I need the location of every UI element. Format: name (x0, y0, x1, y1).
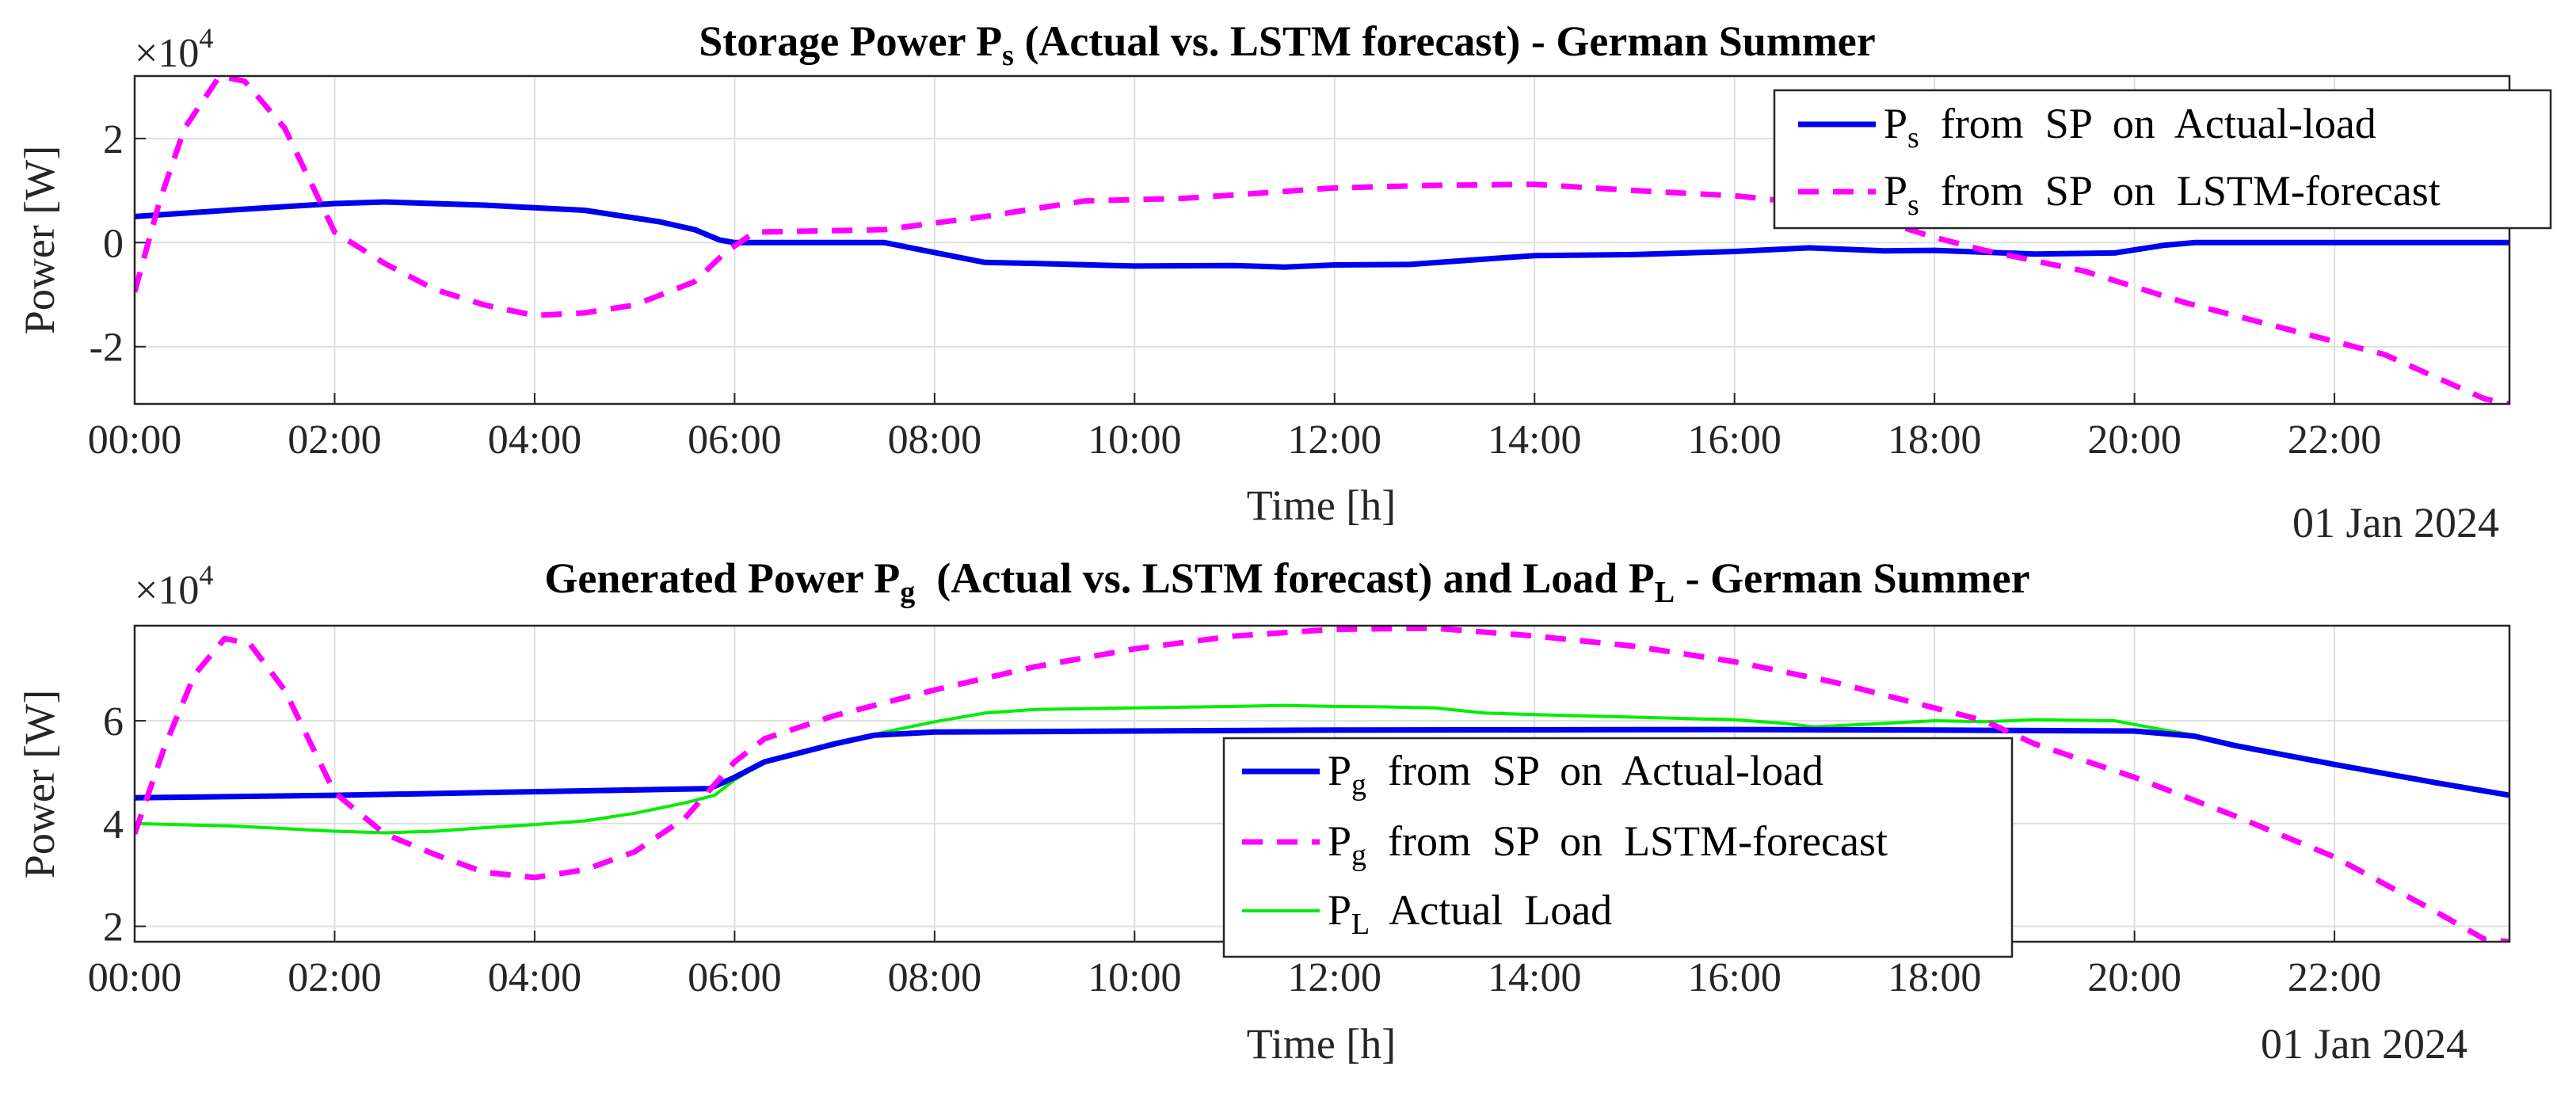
chart2-series-actual-line (135, 726, 2509, 801)
chart2-xtick-label: 06:00 (688, 955, 781, 1000)
chart2-series-load-line (135, 703, 2509, 835)
chart2-xtick-label: 18:00 (1888, 955, 1981, 1000)
chart1-xlabel: Time [h] (1247, 482, 1397, 529)
chart2-ytick-label: 6 (103, 699, 124, 745)
chart1-legend: Ps from SP on Actual-load Ps from SP on … (1773, 89, 2552, 230)
svg-text:Pg from SP on LSTM-forecas: Pg from SP on LSTM-forecast (1328, 817, 1888, 872)
chart1-xtick-label: 20:00 (2087, 417, 2181, 463)
chart1-xtick-label: 02:00 (288, 417, 381, 463)
svg-text:Ps from SP on Actual-load: Ps from SP on Actual-load (1884, 100, 2376, 154)
chart1-xtick-label: 12:00 (1288, 417, 1381, 463)
chart2-tick-labels: 00:00 02:00 04:00 06:00 08:00 10:00 12:00 14:00… (88, 699, 2382, 1000)
svg-text:Ps from SP on LSTM-forecas: Ps from SP on LSTM-forecast (1884, 167, 2441, 222)
chart2-xtick-label: 10:00 (1088, 955, 1181, 1000)
chart1-ytick-label: -2 (90, 326, 124, 371)
chart1-ytick-label: 2 (103, 117, 124, 162)
chart2-xtick-label: 02:00 (288, 955, 381, 1000)
chart1-gridlines (134, 76, 2509, 404)
chart1-xtick-label: 22:00 (2288, 417, 2381, 463)
chart-storage-power: Storage Power Ps (Actual vs. LSTM foreca… (16, 17, 2552, 546)
chart2-ytick-label: 4 (103, 802, 124, 847)
chart1-tick-labels: 00:00 02:00 04:00 06:00 08:00 10:00 12:00 14:00… (88, 117, 2382, 463)
chart2-ylabel: Power [W] (16, 690, 63, 878)
chart2-legend: Pg from SP on Actual-load Pg from SP on … (1222, 737, 2014, 958)
chart2-xtick-label: 04:00 (488, 955, 581, 1000)
chart1-xtick-label: 00:00 (88, 417, 181, 463)
chart1-xtick-label: 08:00 (888, 417, 981, 463)
chart1-date-label: 01 Jan 2024 (2292, 499, 2499, 546)
chart2-xtick-label: 08:00 (888, 955, 981, 1000)
chart1-xtick-label: 10:00 (1088, 417, 1181, 463)
chart1-title: Storage Power Ps (Actual vs. LSTM foreca… (699, 17, 1876, 72)
svg-text:PL Actual Load: PL Actual Load (1328, 886, 1612, 941)
chart1-series-actual-line (135, 199, 2509, 270)
chart1-legend-item-actual: Ps from SP on Actual-load (1798, 100, 2376, 154)
chart-generated-power: Generated Power Pg (Actual vs. LSTM fore… (16, 554, 2511, 1068)
chart2-xtick-label: 14:00 (1488, 955, 1581, 1000)
chart2-xtick-label: 00:00 (88, 955, 181, 1000)
chart1-xtick-label: 14:00 (1488, 417, 1581, 463)
chart2-xtick-label: 20:00 (2087, 955, 2181, 1000)
chart1-xtick-label: 16:00 (1687, 417, 1781, 463)
chart2-legend-item-load: PL Actual Load (1242, 886, 1612, 941)
chart2-xtick-label: 22:00 (2288, 955, 2381, 1000)
chart2-xtick-label: 12:00 (1288, 955, 1381, 1000)
chart2-series (135, 626, 2509, 942)
chart1-legend-item-forecast: Ps from SP on LSTM-forecast (1798, 167, 2441, 222)
chart2-date-label: 01 Jan 2024 (2261, 1020, 2467, 1068)
chart2-ytick-label: 2 (103, 905, 124, 950)
chart1-ylabel: Power [W] (16, 146, 63, 334)
chart2-xlabel: Time [h] (1247, 1020, 1397, 1068)
chart2-legend-item-actual: Pg from SP on Actual-load (1242, 747, 1823, 802)
chart1-axes-box (133, 74, 2511, 406)
chart2-title: Generated Power Pg (Actual vs. LSTM fore… (544, 554, 2029, 609)
chart1-ytick-label: 0 (103, 221, 124, 266)
svg-text:Pg from SP on Actual-load: Pg from SP on Actual-load (1328, 747, 1823, 802)
chart2-xtick-label: 16:00 (1687, 955, 1781, 1000)
chart1-xtick-label: 18:00 (1888, 417, 1981, 463)
chart1-xtick-label: 06:00 (688, 417, 781, 463)
chart1-xtick-label: 04:00 (488, 417, 581, 463)
chart2-exponent: ×104 (135, 559, 213, 613)
chart2-legend-item-forecast: Pg from SP on LSTM-forecast (1242, 817, 1888, 872)
chart1-series (135, 76, 2509, 404)
chart1-exponent: ×104 (135, 22, 213, 76)
chart2-series-forecast-dashed-line (135, 626, 2509, 942)
